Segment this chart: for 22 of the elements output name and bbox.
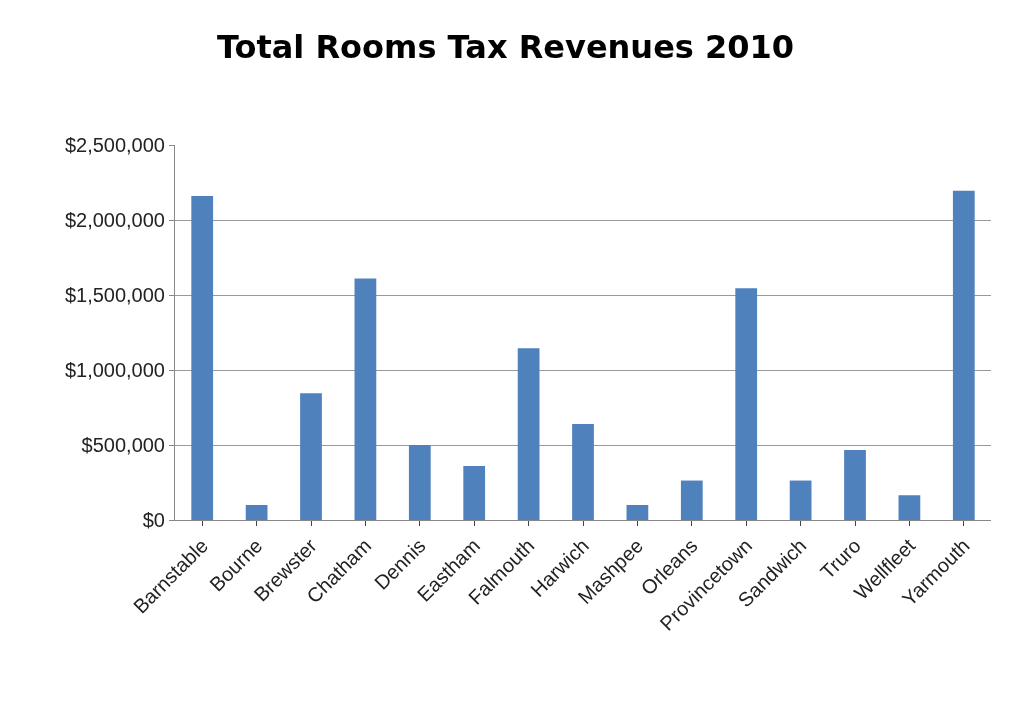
bar xyxy=(245,505,268,520)
bar xyxy=(952,190,975,520)
bar xyxy=(572,424,594,520)
bar xyxy=(626,505,649,520)
y-tick-label: $500,000 xyxy=(81,434,165,456)
y-tick-label: $2,500,000 xyxy=(64,134,165,156)
bar xyxy=(517,348,540,520)
bar xyxy=(789,480,812,520)
chart-title: Total Rooms Tax Revenues 2010 xyxy=(216,28,795,67)
y-tick-label: $1,000,000 xyxy=(64,359,165,381)
bar xyxy=(191,196,214,520)
bar xyxy=(735,288,758,520)
bar xyxy=(844,449,866,520)
y-tick-label: $1,500,000 xyxy=(64,284,165,306)
bar xyxy=(463,466,486,520)
bar xyxy=(680,480,703,520)
y-tick-label: $0 xyxy=(142,509,165,531)
bar xyxy=(408,445,431,520)
bar xyxy=(898,495,921,520)
y-tick-label: $2,000,000 xyxy=(64,209,165,231)
bar xyxy=(354,278,377,520)
bar xyxy=(300,393,322,520)
